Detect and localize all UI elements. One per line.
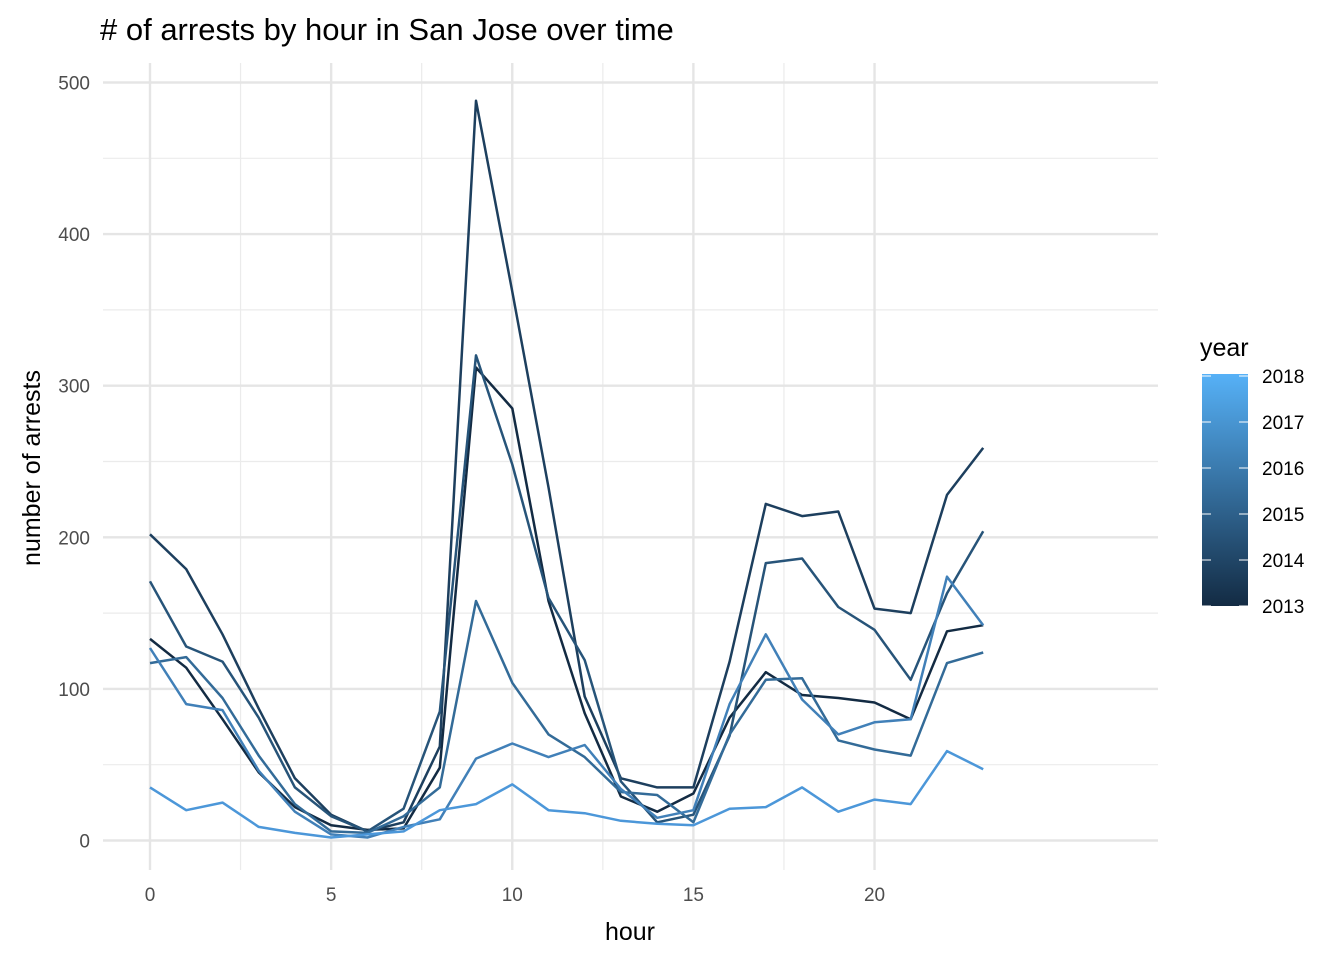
legend-label: 2013 xyxy=(1262,597,1304,618)
y-tick-label: 500 xyxy=(58,74,90,95)
series-line-2014 xyxy=(149,99,985,833)
x-tick-label: 5 xyxy=(326,885,337,906)
x-tick-label: 20 xyxy=(864,885,885,906)
x-axis-ticks: 0 5 10 15 20 xyxy=(145,885,885,906)
grid-minor xyxy=(103,63,1158,870)
y-tick-label: 200 xyxy=(58,528,90,549)
y-tick-label: 400 xyxy=(58,225,90,246)
legend-label: 2016 xyxy=(1262,459,1304,480)
y-tick-label: 100 xyxy=(58,680,90,701)
legend-label: 2018 xyxy=(1262,367,1304,388)
legend: year 2018 2017 2016 2015 2014 2013 xyxy=(1200,334,1305,618)
x-tick-label: 0 xyxy=(145,885,156,906)
legend-label: 2014 xyxy=(1262,551,1305,572)
series-line-2013 xyxy=(149,366,984,832)
grid-major xyxy=(103,63,1158,870)
series-line-2016 xyxy=(149,599,984,835)
y-tick-label: 0 xyxy=(79,832,90,853)
y-axis-title: number of arrests xyxy=(18,370,46,566)
y-axis-ticks: 0 100 200 300 400 500 xyxy=(58,74,90,853)
series-line-2015 xyxy=(148,354,985,833)
series-lines xyxy=(148,99,985,839)
series-line-2017 xyxy=(148,575,985,839)
legend-ticks: 2018 2017 2016 2015 2014 2013 xyxy=(1202,367,1305,618)
legend-label: 2017 xyxy=(1262,413,1304,434)
legend-colorbar xyxy=(1202,374,1248,606)
x-tick-label: 10 xyxy=(502,885,523,906)
legend-title: year xyxy=(1200,334,1249,362)
x-axis-title: hour xyxy=(605,918,655,946)
y-tick-label: 300 xyxy=(58,377,90,398)
legend-label: 2015 xyxy=(1262,505,1304,526)
series-line-2018 xyxy=(149,749,984,839)
x-tick-label: 15 xyxy=(683,885,704,906)
chart-title: # of arrests by hour in San Jose over ti… xyxy=(100,12,674,47)
